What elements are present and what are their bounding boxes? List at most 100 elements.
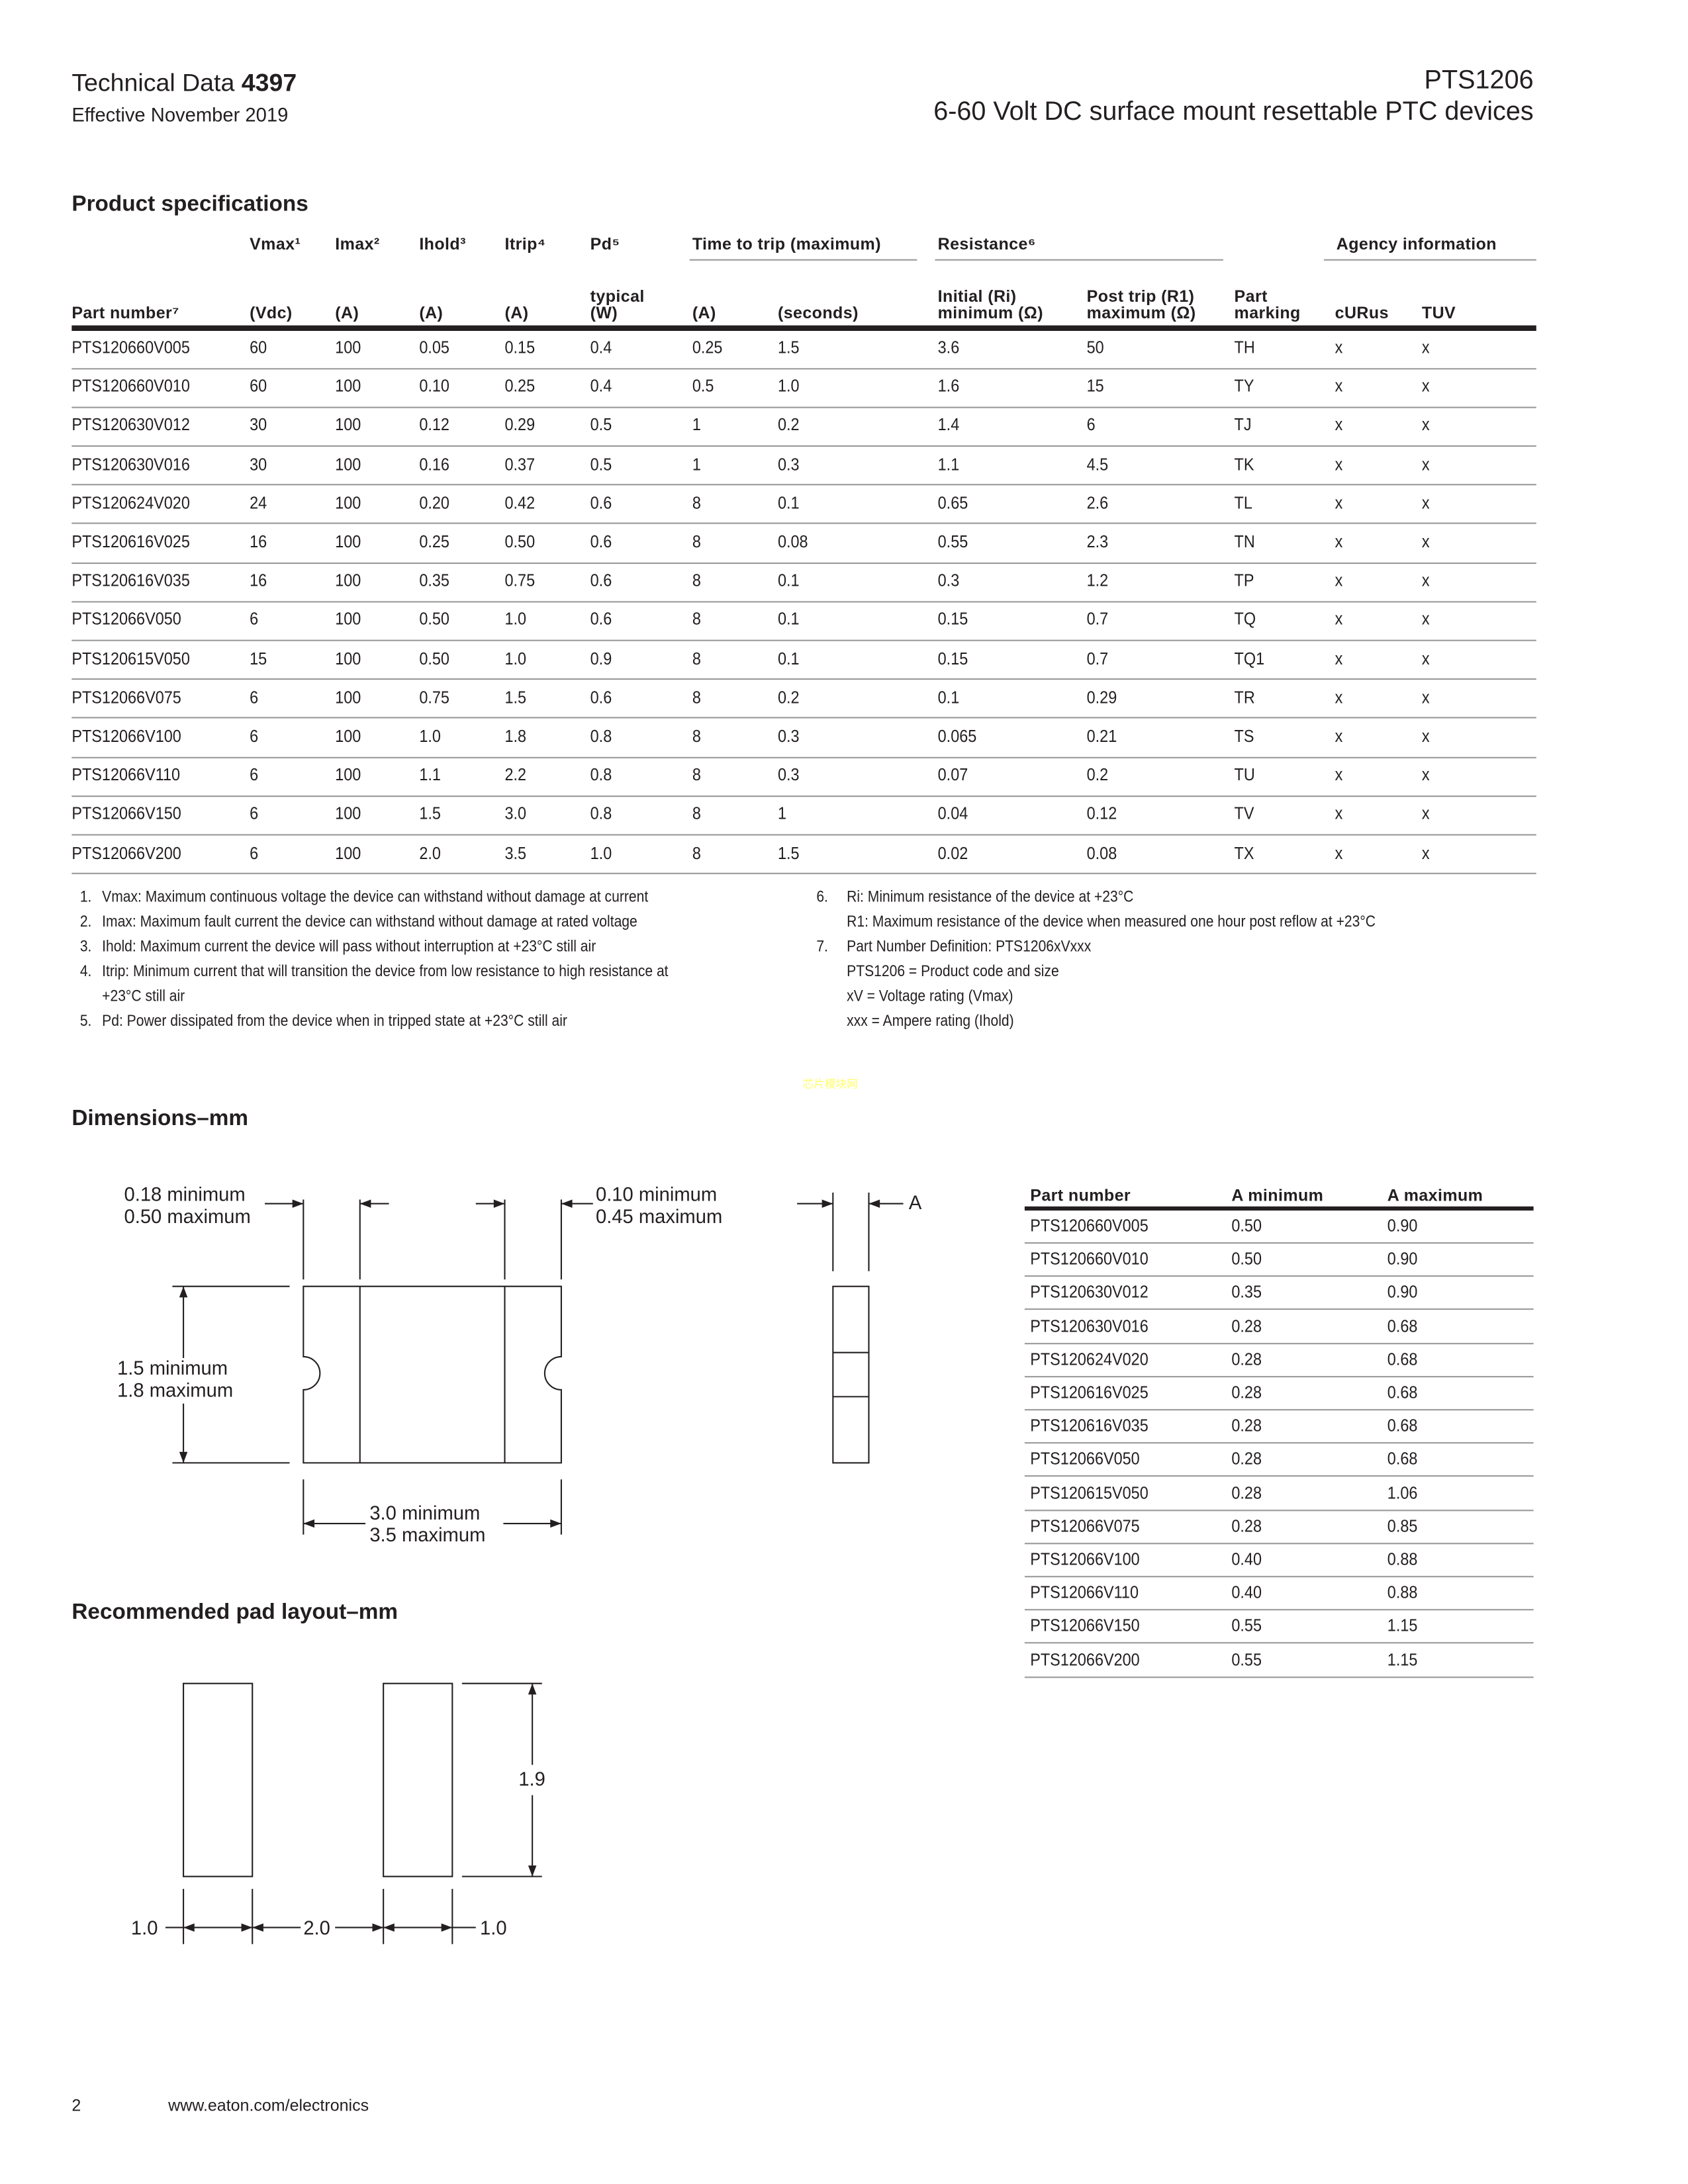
cell-part-number: PTS12066V050 xyxy=(71,610,181,629)
cell-vmax: 6 xyxy=(250,843,259,863)
cell-part-number: PTS120660V005 xyxy=(71,338,190,357)
cell-marking: TJ xyxy=(1234,415,1252,435)
cell-curus: x xyxy=(1335,765,1343,785)
cell-ri-min: 0.1 xyxy=(937,688,960,707)
row-divider xyxy=(71,717,1536,719)
cell-itrip: 0.15 xyxy=(504,338,536,357)
cell-r1-max: 0.08 xyxy=(1086,843,1117,863)
cell-a-max: 0.68 xyxy=(1387,1316,1418,1336)
cell-pd: 0.8 xyxy=(590,765,612,785)
cell-a-min: 0.50 xyxy=(1231,1216,1262,1236)
cell-ri-min: 3.6 xyxy=(937,338,960,357)
cell-ttt-a: 8 xyxy=(692,649,701,668)
cell-pd: 0.6 xyxy=(590,532,612,552)
cell-tuv: x xyxy=(1421,454,1430,474)
width-max-label: 1.8 maximum xyxy=(117,1379,234,1401)
cell-pd: 0.6 xyxy=(590,688,612,707)
specs-title: Product specifications xyxy=(71,193,308,217)
cell-ttt-a: 8 xyxy=(692,804,701,824)
row-divider xyxy=(1024,1643,1534,1645)
cell-ihold: 1.5 xyxy=(419,804,441,824)
row-divider xyxy=(1024,1509,1534,1511)
footnote-number: 7. xyxy=(816,938,828,956)
cell-marking: TV xyxy=(1234,804,1254,824)
cell-part-number: PTS12066V200 xyxy=(1030,1649,1140,1670)
row-divider xyxy=(71,367,1536,369)
cell-part-number: PTS120615V050 xyxy=(1030,1482,1149,1502)
cell-ri-min: 1.1 xyxy=(937,454,960,474)
cell-ihold: 0.12 xyxy=(419,415,449,435)
cell-tuv: x xyxy=(1421,726,1430,747)
cell-a-min: 0.55 xyxy=(1231,1616,1262,1636)
cell-vmax: 6 xyxy=(250,804,259,824)
cell-a-max: 0.90 xyxy=(1387,1249,1418,1269)
cell-itrip: 3.5 xyxy=(504,843,527,863)
group-rule xyxy=(935,259,1223,261)
footnote-text: Part Number Definition: PTS1206xVxxx xyxy=(847,938,1092,956)
footnote-number: 5. xyxy=(79,1013,92,1030)
cell-a-max: 0.88 xyxy=(1387,1583,1418,1603)
cell-vmax: 60 xyxy=(250,377,267,396)
col-r1: maximum (Ω) xyxy=(1086,303,1196,323)
cell-curus: x xyxy=(1335,493,1343,513)
end-min-label: 0.18 minimum xyxy=(124,1183,246,1205)
col-curus: cURus xyxy=(1335,303,1389,323)
cell-part-number: PTS120624V020 xyxy=(1030,1349,1149,1369)
cell-part-number: PTS12066V075 xyxy=(71,688,181,707)
cell-ttt-a: 0.25 xyxy=(692,338,723,357)
cell-ihold: 0.25 xyxy=(419,532,449,552)
cell-ihold: 0.75 xyxy=(419,688,449,707)
row-divider xyxy=(71,834,1536,836)
cell-imax: 100 xyxy=(335,377,361,396)
row-divider xyxy=(1024,1676,1534,1678)
cell-ttt-seconds: 0.1 xyxy=(777,610,800,629)
a-col-min: A minimum xyxy=(1231,1185,1324,1205)
cell-a-min: 0.28 xyxy=(1231,1482,1262,1502)
footnote-number: 4. xyxy=(79,964,92,981)
cell-ttt-seconds: 0.1 xyxy=(777,493,800,513)
footnote-text: PTS1206 = Product code and size xyxy=(847,964,1059,981)
cell-curus: x xyxy=(1335,532,1343,552)
cell-vmax: 15 xyxy=(250,649,267,668)
cell-ri-min: 0.15 xyxy=(937,649,968,668)
cell-curus: x xyxy=(1335,338,1343,357)
cell-tuv: x xyxy=(1421,532,1430,552)
cell-marking: TH xyxy=(1234,338,1255,357)
cell-ri-min: 0.55 xyxy=(937,532,968,552)
cell-vmax: 6 xyxy=(250,765,259,785)
cell-ttt-a: 8 xyxy=(692,765,701,785)
cell-marking: TQ xyxy=(1234,610,1256,629)
cell-ri-min: 0.07 xyxy=(937,765,968,785)
cell-r1-max: 2.3 xyxy=(1086,532,1109,552)
cell-pd: 0.6 xyxy=(590,610,612,629)
col-marking: marking xyxy=(1234,303,1301,323)
cell-vmax: 30 xyxy=(250,415,267,435)
cell-part-number: PTS120630V012 xyxy=(71,415,190,435)
cell-ttt-seconds: 1.5 xyxy=(777,843,800,863)
cell-ihold: 0.35 xyxy=(419,570,449,591)
cell-ttt-a: 8 xyxy=(692,532,701,552)
cell-tuv: x xyxy=(1421,415,1430,435)
col-marking-top: Part xyxy=(1234,287,1268,306)
cell-ihold: 0.50 xyxy=(419,610,449,629)
cell-imax: 100 xyxy=(335,493,361,513)
hdr-ihold: Ihold³ xyxy=(419,234,466,254)
row-divider xyxy=(1024,1576,1534,1578)
footnote-number: 3. xyxy=(79,938,92,956)
cell-marking: TQ1 xyxy=(1234,649,1265,668)
cell-a-min: 0.50 xyxy=(1231,1249,1262,1269)
cell-curus: x xyxy=(1335,454,1343,474)
row-divider xyxy=(1024,1242,1534,1244)
cell-part-number: PTS12066V150 xyxy=(1030,1616,1140,1636)
cell-imax: 100 xyxy=(335,610,361,629)
cell-tuv: x xyxy=(1421,610,1430,629)
cell-ttt-seconds: 1.0 xyxy=(777,377,800,396)
cell-marking: TK xyxy=(1234,454,1254,474)
cell-ttt-a: 8 xyxy=(692,843,701,863)
footer-url[interactable]: www.eaton.com/electronics xyxy=(168,2095,369,2115)
cell-ttt-seconds: 0.08 xyxy=(777,532,808,552)
cell-curus: x xyxy=(1335,688,1343,707)
cell-curus: x xyxy=(1335,843,1343,863)
cell-a-max: 1.06 xyxy=(1387,1482,1418,1502)
footnote-text: xxx = Ampere rating (Ihold) xyxy=(847,1013,1014,1030)
